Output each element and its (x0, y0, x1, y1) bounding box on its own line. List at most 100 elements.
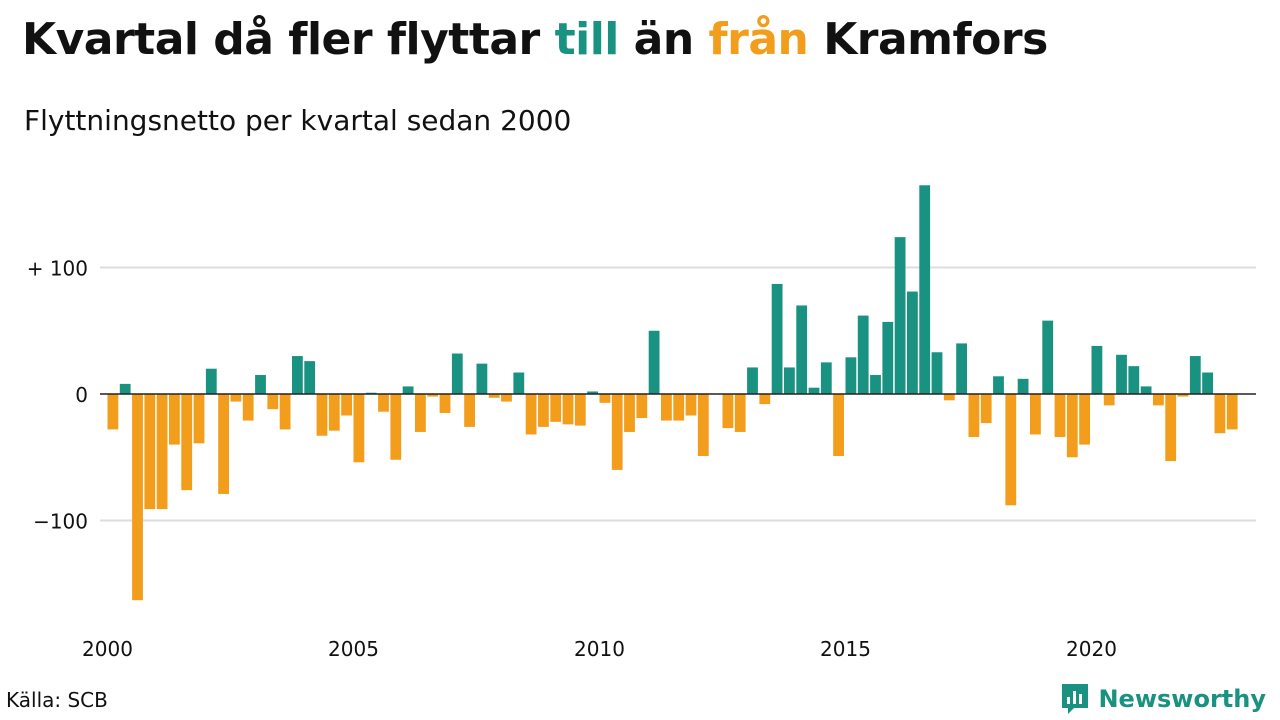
bar (611, 394, 623, 470)
bar (476, 363, 488, 394)
bar (279, 394, 291, 430)
bar (1079, 394, 1090, 445)
bar (1017, 378, 1029, 394)
bar (907, 291, 918, 394)
bar (451, 353, 463, 394)
bar (931, 352, 943, 394)
y-tick-label: −100 (33, 510, 88, 534)
bar (1005, 394, 1017, 506)
bar (993, 376, 1004, 394)
bar (415, 394, 426, 432)
brand-name: Newsworthy (1098, 685, 1266, 713)
bar (1128, 366, 1140, 394)
bar (439, 394, 451, 413)
bar (980, 394, 992, 424)
newsworthy-logo-icon (1062, 684, 1089, 714)
bar (919, 185, 931, 394)
y-tick-label: + 100 (27, 257, 88, 281)
bar (316, 394, 328, 436)
bar (1042, 320, 1054, 394)
bar (648, 330, 660, 394)
bar (218, 394, 229, 494)
bar (734, 394, 746, 432)
bar (833, 394, 844, 456)
bar (402, 386, 414, 394)
x-tick-label: 2000 (82, 637, 133, 661)
bar (1116, 354, 1127, 394)
source-note: Källa: SCB (6, 688, 108, 712)
bar (1165, 394, 1177, 462)
bar (1226, 394, 1238, 430)
bar (464, 394, 475, 427)
bar (341, 394, 352, 416)
bar (599, 394, 611, 403)
bar (1066, 394, 1078, 458)
bar (550, 394, 562, 422)
title-part-5: Kramfors (808, 14, 1048, 65)
bar (661, 394, 672, 421)
bar (169, 394, 180, 445)
bar (636, 394, 648, 419)
bar (771, 283, 783, 394)
bar (673, 394, 685, 421)
bar (1153, 394, 1164, 406)
bar (353, 394, 365, 463)
bar (697, 394, 709, 456)
bar (107, 394, 119, 430)
bar (1177, 394, 1189, 397)
bar (857, 315, 869, 394)
x-tick-label: 2005 (328, 637, 379, 661)
bar (808, 387, 820, 394)
bar (304, 361, 316, 394)
bar (1103, 394, 1115, 406)
bar (488, 394, 500, 398)
bar (378, 394, 389, 412)
bar (1030, 394, 1041, 435)
bar (1091, 345, 1103, 394)
bar (894, 237, 906, 394)
bar (230, 394, 242, 402)
y-tick-label: 0 (75, 383, 88, 407)
bar (525, 394, 537, 435)
bar (427, 394, 439, 397)
bar (870, 375, 881, 394)
gridlines (100, 266, 1256, 522)
title-word-till: till (554, 14, 620, 65)
bar (759, 394, 771, 405)
bar (1140, 386, 1152, 394)
bar (144, 394, 156, 510)
newsworthy-logo: Newsworthy (1060, 682, 1266, 716)
bar (193, 394, 205, 444)
title-part-1: Kvartal då fler flyttar (22, 14, 555, 65)
bar (845, 357, 857, 394)
bar (181, 394, 193, 491)
bar (156, 394, 168, 510)
bar (956, 343, 967, 394)
bar (1054, 394, 1066, 438)
bar (242, 394, 254, 421)
title-part-3: än (618, 14, 709, 65)
bar (882, 321, 894, 394)
title-word-fran: från (708, 14, 809, 65)
bar (562, 394, 574, 425)
bar (1202, 372, 1213, 394)
bar (205, 368, 217, 394)
bar (796, 305, 808, 394)
bar (119, 383, 131, 394)
bar (685, 394, 697, 416)
x-tick-label: 2020 (1066, 637, 1117, 661)
chart-title: Kvartal då fler flyttar till än från Kra… (22, 14, 1048, 65)
bar (574, 394, 586, 426)
bar (538, 394, 549, 427)
bar (968, 394, 980, 438)
bars (107, 185, 1238, 601)
bar (722, 394, 734, 429)
x-tick-label: 2015 (820, 637, 871, 661)
bar (943, 394, 955, 401)
bar (132, 394, 143, 601)
bar (501, 394, 512, 402)
bar (390, 394, 402, 460)
axes: + 100 0 −100 2000 2005 2010 2015 2020 (27, 257, 1256, 661)
bar (624, 394, 635, 432)
